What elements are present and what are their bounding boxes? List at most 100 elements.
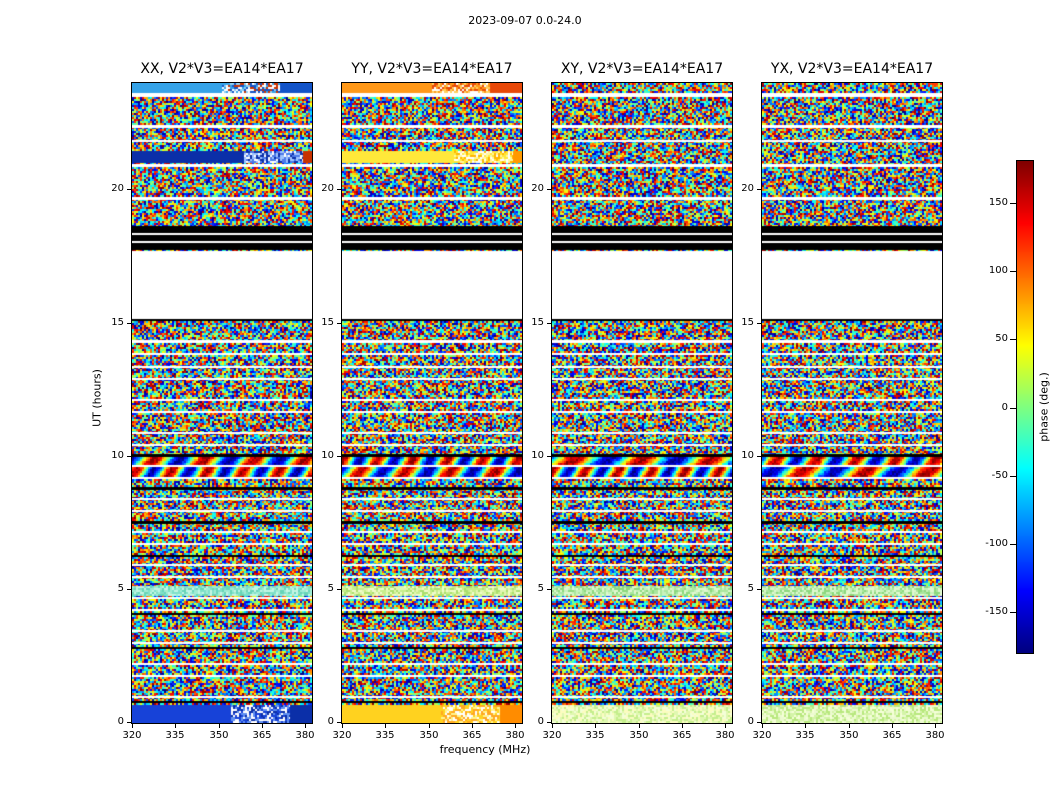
x-tick-label: 380: [715, 730, 735, 741]
y-tick-label: 15: [321, 317, 334, 328]
y-axis-tick: [337, 589, 341, 590]
x-tick-label: 335: [585, 730, 605, 741]
x-tick-label: 365: [672, 730, 692, 741]
y-axis-tick: [337, 722, 341, 723]
heatmap-canvas-yy: [342, 83, 522, 723]
x-tick-label: 320: [542, 730, 562, 741]
colorbar-gradient: [1017, 161, 1033, 653]
x-tick-label: 335: [375, 730, 395, 741]
y-tick-label: 5: [537, 583, 544, 594]
x-tick-label: 350: [419, 730, 439, 741]
panel-xx-title: XX, V2*V3=EA14*EA17: [140, 61, 304, 77]
y-tick-label: 10: [111, 450, 124, 461]
colorbar-tick: [1010, 544, 1016, 545]
colorbar-tick-label: 150: [988, 197, 1008, 208]
y-tick-label: 0: [747, 716, 754, 727]
panel-xy-title: XY, V2*V3=EA14*EA17: [560, 61, 724, 77]
x-axis-tick: [342, 724, 343, 728]
x-tick-label: 365: [462, 730, 482, 741]
x-axis-tick: [385, 724, 386, 728]
heatmap-canvas-xx: [132, 83, 312, 723]
colorbar-tick: [1010, 339, 1016, 340]
x-axis-tick: [219, 724, 220, 728]
panel-yx-title: YX, V2*V3=EA14*EA17: [770, 61, 934, 77]
x-tick-label: 365: [882, 730, 902, 741]
y-axis-label: UT (hours): [90, 369, 104, 427]
colorbar-tick-label: 50: [995, 333, 1008, 344]
colorbar-tick-label: -50: [991, 470, 1008, 481]
colorbar-label: phase (deg.): [1037, 372, 1050, 442]
heatmap-yx: [761, 82, 943, 724]
x-axis-tick: [515, 724, 516, 728]
x-axis-tick: [849, 724, 850, 728]
colorbar-tick-label: -150: [985, 606, 1008, 617]
heatmap-canvas-xy: [552, 83, 732, 723]
y-axis-tick: [127, 589, 131, 590]
heatmap-xx: [131, 82, 313, 724]
figure-title: 2023-09-07 0.0-24.0: [468, 14, 582, 27]
x-axis-tick: [595, 724, 596, 728]
x-tick-label: 380: [925, 730, 945, 741]
y-axis-tick: [757, 456, 761, 457]
panel-xx: XX, V2*V3=EA14*EA17 320 335 350 365 380 0 5 10 1…: [111, 61, 314, 741]
x-tick-label: 365: [252, 730, 272, 741]
heatmap-xy: [551, 82, 733, 724]
y-axis-tick: [757, 722, 761, 723]
x-axis-tick: [552, 724, 553, 728]
x-tick-label: 350: [839, 730, 859, 741]
x-tick-label: 320: [752, 730, 772, 741]
y-tick-label: 0: [537, 716, 544, 727]
y-tick-label: 5: [747, 583, 754, 594]
heatmap-canvas-yx: [762, 83, 942, 723]
y-tick-label: 0: [117, 716, 124, 727]
y-tick-label: 20: [111, 183, 124, 194]
colorbar-tick-label: 100: [988, 265, 1008, 276]
y-tick-label: 5: [117, 583, 124, 594]
y-axis-tick: [757, 323, 761, 324]
x-axis-tick: [305, 724, 306, 728]
panel-xy: XY, V2*V3=EA14*EA17 320 335 350 365 380 0 5 10 1…: [531, 61, 734, 741]
y-tick-label: 15: [111, 317, 124, 328]
x-tick-label: 350: [209, 730, 229, 741]
x-tick-label: 335: [165, 730, 185, 741]
heatmap-yy: [341, 82, 523, 724]
colorbar-tick-label: 0: [1001, 402, 1008, 413]
panel-yy: YY, V2*V3=EA14*EA17 320 335 350 365 380 0 5 10 1…: [321, 61, 524, 741]
y-tick-label: 10: [531, 450, 544, 461]
x-tick-label: 380: [505, 730, 525, 741]
y-tick-label: 10: [321, 450, 334, 461]
x-axis-tick: [639, 724, 640, 728]
y-tick-label: 20: [741, 183, 754, 194]
y-axis-tick: [547, 456, 551, 457]
y-axis-tick: [127, 189, 131, 190]
x-axis-tick: [472, 724, 473, 728]
y-axis-tick: [127, 722, 131, 723]
x-axis-tick: [892, 724, 893, 728]
y-tick-label: 10: [741, 450, 754, 461]
y-axis-tick: [337, 456, 341, 457]
x-axis-tick: [805, 724, 806, 728]
y-axis-tick: [127, 323, 131, 324]
x-axis-tick: [132, 724, 133, 728]
y-tick-label: 20: [531, 183, 544, 194]
y-tick-label: 15: [741, 317, 754, 328]
x-axis-tick: [175, 724, 176, 728]
y-tick-label: 0: [327, 716, 334, 727]
y-axis-tick: [337, 189, 341, 190]
y-axis-tick: [547, 323, 551, 324]
panel-yx: YX, V2*V3=EA14*EA17 320 335 350 365 380 0 5 10 1…: [741, 61, 944, 741]
x-tick-label: 350: [629, 730, 649, 741]
panel-yy-title: YY, V2*V3=EA14*EA17: [351, 61, 513, 77]
y-axis-tick: [547, 589, 551, 590]
y-axis-tick: [127, 456, 131, 457]
y-tick-label: 5: [327, 583, 334, 594]
colorbar: phase (deg.) 150 100 50 0 -50 -100 -150: [985, 160, 1050, 654]
x-axis-label: frequency (MHz): [439, 743, 531, 756]
y-axis-tick: [547, 722, 551, 723]
colorbar-tick: [1010, 476, 1016, 477]
x-axis-tick: [682, 724, 683, 728]
colorbar-tick: [1010, 612, 1016, 613]
x-axis-tick: [262, 724, 263, 728]
x-axis-tick: [429, 724, 430, 728]
